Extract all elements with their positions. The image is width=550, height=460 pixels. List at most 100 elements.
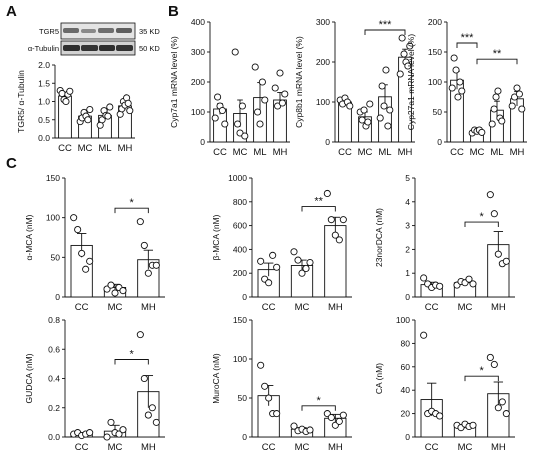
blot-band: [63, 45, 80, 51]
y-tick-label: 100: [396, 315, 410, 325]
category-label: MH: [273, 147, 288, 158]
chart-b2: 0 100 200 300 Cyp8b1 mRNA level (%) CC MC ML MH *…: [294, 17, 415, 158]
category-label: CC: [58, 143, 72, 154]
data-point: [490, 210, 498, 218]
blot-band: [99, 45, 115, 51]
data-point: [281, 90, 289, 98]
data-point: [306, 426, 314, 434]
data-point: [498, 398, 506, 406]
data-point: [376, 114, 384, 122]
y-tick-label: 200: [428, 17, 442, 27]
data-point: [420, 331, 428, 339]
data-point: [469, 421, 477, 429]
category-label: MC: [233, 147, 248, 158]
data-point: [420, 274, 428, 282]
category-label: CC: [450, 147, 464, 158]
significance-label: **: [493, 48, 502, 60]
data-point: [265, 279, 273, 287]
data-point: [111, 289, 119, 297]
y-tick-label: 300: [316, 17, 330, 27]
y-axis-label: α-MCA (nM): [24, 214, 34, 260]
y-tick-label: 100: [233, 354, 247, 364]
category-label: MH: [328, 442, 343, 453]
significance-bracket: [464, 375, 499, 382]
blot-band: [116, 28, 132, 33]
category-label: MH: [510, 147, 525, 158]
blot-kd-tgr5: 35 KD: [139, 27, 160, 36]
data-point: [448, 84, 456, 92]
category-label: MC: [108, 302, 123, 313]
category-label: MC: [358, 147, 373, 158]
category-label: MH: [328, 302, 343, 313]
y-axis-label: GUDCA (nM): [24, 353, 34, 403]
y-tick-label: 4: [405, 197, 410, 207]
data-point: [257, 361, 265, 369]
chart-c3: 0 1 2 3 4 5 23norDCA (nM) CC MC MH *: [374, 173, 515, 313]
y-tick-label: 100: [191, 107, 205, 117]
chart-c1: 0 50 100 150 α-MCA (nM) CC MC MH *: [24, 173, 165, 313]
significance-bracket: [364, 29, 406, 35]
data-point: [234, 120, 242, 128]
category-label: CC: [213, 147, 227, 158]
data-point: [386, 106, 394, 114]
data-point: [273, 410, 281, 418]
significance-bracket: [301, 405, 336, 411]
y-tick-label: 2: [405, 244, 410, 254]
data-point: [107, 418, 115, 426]
data-point: [358, 116, 366, 124]
y-tick-label: 100: [428, 77, 442, 87]
blot-band: [98, 28, 114, 33]
significance-bracket: [114, 207, 149, 214]
data-point: [119, 287, 127, 295]
chart-b3: 0 50 100 150 200 Cyp27a1 mRNA level (%) CC MC ML…: [406, 17, 527, 158]
data-point: [136, 218, 144, 226]
significance-label: *: [130, 348, 135, 360]
data-point: [84, 116, 92, 124]
data-point: [508, 102, 516, 110]
y-tick-label: 0.0: [48, 432, 60, 442]
data-point: [214, 93, 222, 101]
significance-bracket: [114, 359, 149, 365]
category-label: MC: [295, 442, 310, 453]
data-point: [486, 191, 494, 199]
data-point: [404, 62, 412, 70]
y-tick-label: 0: [242, 432, 247, 442]
data-point: [436, 282, 444, 290]
blot-band: [63, 28, 79, 33]
category-label: ML: [490, 147, 503, 158]
y-tick-label: 150: [233, 315, 247, 325]
y-tick-label: 40: [401, 385, 411, 395]
data-point: [140, 241, 148, 249]
data-point: [115, 430, 123, 438]
category-label: MC: [108, 442, 123, 453]
y-tick-label: 1000: [228, 173, 247, 183]
y-tick-label: 300: [191, 47, 205, 57]
chart-c4: 0.0 0.2 0.4 0.6 0.8 GUDCA (nM) CC MC MH *: [24, 315, 165, 453]
data-point: [78, 249, 86, 257]
y-axis-label: TGR5/ α-Tubulin: [16, 70, 26, 133]
data-point: [104, 112, 112, 120]
y-tick-label: 0.8: [48, 315, 60, 325]
chart-b1: 0 100 200 300 400 Cyp7a1 mRNA level (%) CC MC ML…: [169, 17, 290, 158]
y-tick-label: 0.4: [48, 374, 60, 384]
significance-label: **: [314, 196, 323, 208]
y-tick-label: 0: [405, 432, 410, 442]
data-point: [366, 100, 374, 108]
data-point: [241, 132, 249, 140]
y-tick-label: 1.5: [38, 78, 50, 88]
data-point: [269, 251, 277, 259]
data-point: [436, 412, 444, 420]
y-tick-label: 50: [238, 393, 248, 403]
data-point: [327, 216, 335, 224]
category-label: CC: [262, 302, 276, 313]
data-point: [254, 108, 262, 116]
data-point: [360, 106, 368, 114]
significance-bracket: [464, 221, 499, 228]
data-point: [513, 84, 521, 92]
y-axis-label: Cyp8b1 mRNA level (%): [294, 36, 304, 128]
category-label: MH: [491, 302, 506, 313]
data-point: [86, 429, 94, 437]
y-axis-label: Cyp27a1 mRNA level (%): [406, 34, 416, 131]
data-point: [106, 103, 114, 111]
